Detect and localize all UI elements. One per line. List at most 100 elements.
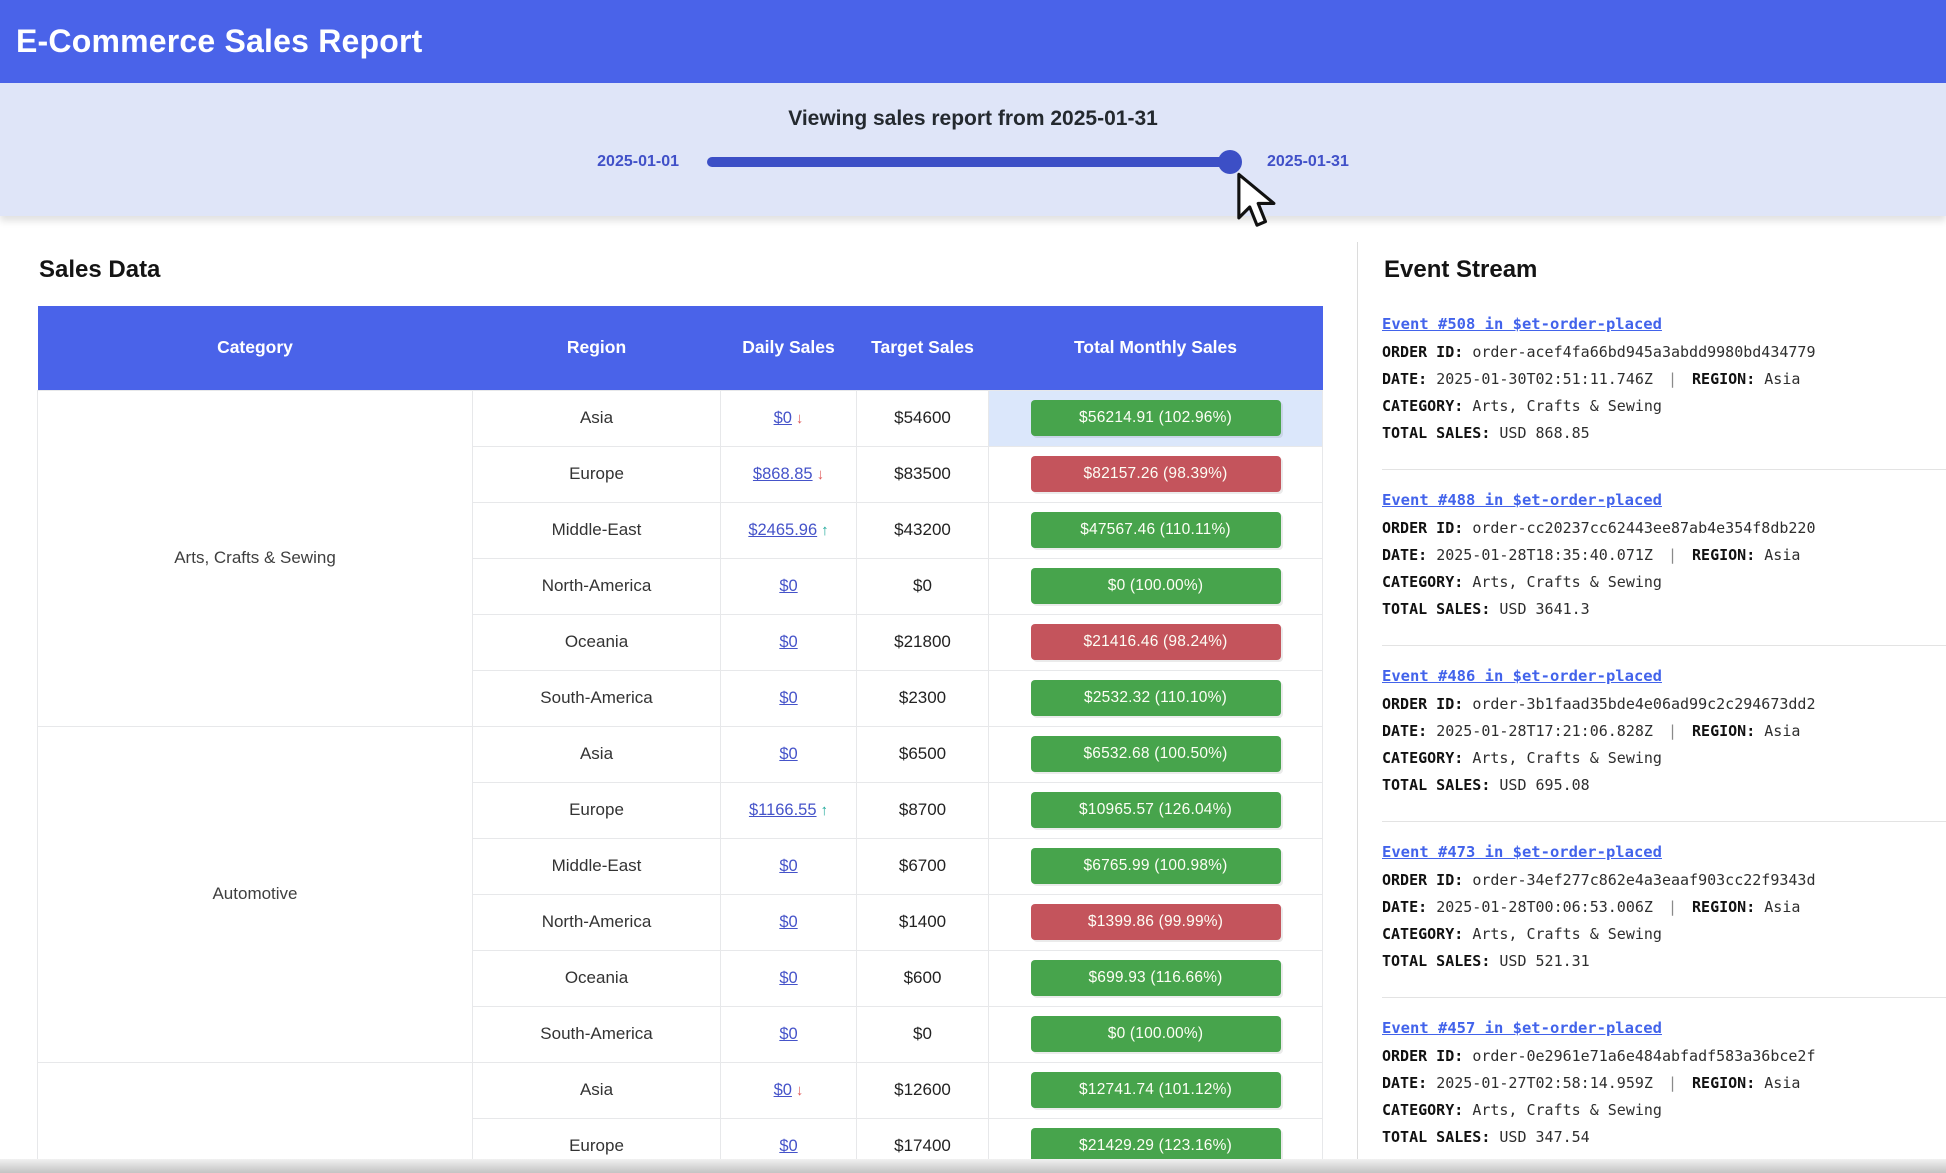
category-value: Arts, Crafts & Sewing: [1472, 1101, 1662, 1119]
table-row: Oceania $0 $600 $699.93 (116.66%): [38, 949, 1323, 1007]
total-monthly-sales-cell: $82157.26 (98.39%): [988, 445, 1323, 503]
daily-sales-cell: $1166.55 ↑: [720, 781, 857, 839]
monthly-sales-badge: $6532.68 (100.50%): [1030, 736, 1281, 772]
arrow-down-icon: ↓: [795, 410, 804, 427]
table-row: Automotive Asia $0 $6500 $6532.68 (100.50%): [37, 725, 1323, 1063]
total-sales-label: TOTAL SALES:: [1382, 1128, 1491, 1146]
daily-sales-link[interactable]: $0: [779, 1025, 798, 1043]
daily-sales-cell: $0: [720, 725, 857, 783]
event-line: TOTAL SALES: USD 868.85: [1382, 420, 1946, 447]
event-line: TOTAL SALES: USD 521.31: [1382, 948, 1946, 975]
event-title-link[interactable]: Event #457 in $et-order-placed: [1382, 1019, 1662, 1037]
table-row: Middle-East $2465.96 ↑ $43200 $47567.46 (110…: [38, 501, 1323, 559]
table-header-row: Category Region Daily Sales Target Sales Tot…: [37, 306, 1323, 390]
total-monthly-sales-cell: $56214.91 (102.96%): [988, 389, 1323, 447]
category-label: CATEGORY:: [1382, 1101, 1464, 1119]
daily-sales-link[interactable]: $0: [773, 1081, 792, 1099]
event-line: ORDER ID: order-34ef277c862e4a3eaaf903cc…: [1382, 867, 1946, 894]
monthly-sales-badge: $2532.32 (110.10%): [1030, 680, 1281, 716]
table-row: Arts, Crafts & Sewing Asia $0 ↓ $54600 $56214…: [37, 389, 1323, 727]
window-bottom-edge: [0, 1159, 1946, 1173]
total-sales-value: USD 3641.3: [1499, 600, 1590, 618]
event-title-link[interactable]: Event #473 in $et-order-placed: [1382, 843, 1662, 861]
monthly-sales-badge: $21429.29 (123.16%): [1030, 1128, 1281, 1164]
app-header: E-Commerce Sales Report: [0, 0, 1946, 83]
monthly-sales-badge: $47567.46 (110.11%): [1030, 512, 1281, 548]
category-cell: Automotive: [37, 725, 473, 1063]
region-label: REGION:: [1692, 898, 1756, 916]
region-cell: Asia: [472, 389, 721, 447]
target-sales-cell: $54600: [856, 389, 989, 447]
date-label: DATE:: [1382, 546, 1428, 564]
table-row: Asia $0 ↓ $12600 $12741.74 (101.12%): [37, 1061, 1323, 1173]
target-sales-cell: $1400: [856, 893, 989, 951]
category-label: CATEGORY:: [1382, 573, 1464, 591]
total-monthly-sales-cell: $47567.46 (110.11%): [988, 501, 1323, 559]
daily-sales-link[interactable]: $0: [779, 857, 798, 875]
daily-sales-link[interactable]: $0: [773, 409, 792, 427]
slider-max-label: 2025-01-31: [1267, 153, 1349, 170]
order-id-value: order-acef4fa66bd945a3abdd9980bd434779: [1472, 343, 1816, 361]
total-sales-label: TOTAL SALES:: [1382, 424, 1491, 442]
column-header-total-monthly-sales: Total Monthly Sales: [988, 306, 1323, 390]
order-id-label: ORDER ID:: [1382, 695, 1464, 713]
target-sales-cell: $0: [856, 1005, 989, 1063]
category-cell: Arts, Crafts & Sewing: [37, 389, 473, 727]
monthly-sales-badge: $21416.46 (98.24%): [1030, 624, 1281, 660]
daily-sales-link[interactable]: $2465.96: [748, 521, 818, 539]
slider-row: 2025-01-01 2025-01-31: [0, 150, 1946, 174]
daily-sales-link[interactable]: $0: [779, 745, 798, 763]
daily-sales-link[interactable]: $0: [779, 913, 798, 931]
total-sales-label: TOTAL SALES:: [1382, 952, 1491, 970]
event-item: Event #486 in $et-order-placed ORDER ID: …: [1382, 652, 1946, 815]
daily-sales-cell: $0: [720, 949, 857, 1007]
date-slider-section: Viewing sales report from 2025-01-31 202…: [0, 83, 1946, 216]
event-list: Event #508 in $et-order-placed ORDER ID: …: [1382, 300, 1946, 1167]
event-title-link[interactable]: Event #508 in $et-order-placed: [1382, 315, 1662, 333]
slider-thumb[interactable]: [1218, 150, 1242, 174]
daily-sales-link[interactable]: $0: [779, 689, 798, 707]
daily-sales-cell: $0: [720, 669, 857, 727]
column-header-category: Category: [37, 306, 473, 390]
daily-sales-link[interactable]: $1166.55: [748, 801, 817, 819]
target-sales-cell: $8700: [856, 781, 989, 839]
event-title-link[interactable]: Event #488 in $et-order-placed: [1382, 491, 1662, 509]
daily-sales-link[interactable]: $0: [779, 577, 798, 595]
region-label: REGION:: [1692, 1074, 1756, 1092]
region-cell: Europe: [472, 445, 721, 503]
region-cell: Europe: [472, 781, 721, 839]
total-monthly-sales-cell: $6532.68 (100.50%): [988, 725, 1323, 783]
date-range-slider[interactable]: [707, 150, 1242, 174]
event-line: DATE: 2025-01-28T00:06:53.006Z | REGION:…: [1382, 894, 1946, 921]
separator: |: [1667, 722, 1677, 740]
target-sales-cell: $21800: [856, 613, 989, 671]
daily-sales-link[interactable]: $868.85: [752, 465, 813, 483]
monthly-sales-badge: $0 (100.00%): [1030, 1016, 1281, 1052]
event-line: DATE: 2025-01-27T02:58:14.959Z | REGION:…: [1382, 1070, 1946, 1097]
order-id-label: ORDER ID:: [1382, 1047, 1464, 1065]
category-value: Arts, Crafts & Sewing: [1472, 573, 1662, 591]
target-sales-cell: $6700: [856, 837, 989, 895]
event-stream-panel: Event Stream Event #508 in $et-order-pla…: [1357, 242, 1946, 1167]
region-cell: South-America: [472, 669, 721, 727]
daily-sales-link[interactable]: $0: [779, 1137, 798, 1155]
daily-sales-link[interactable]: $0: [779, 633, 798, 651]
date-value: 2025-01-27T02:58:14.959Z: [1436, 1074, 1653, 1092]
event-title-link[interactable]: Event #486 in $et-order-placed: [1382, 667, 1662, 685]
event-divider: [1382, 821, 1946, 822]
monthly-sales-badge: $0 (100.00%): [1030, 568, 1281, 604]
region-cell: South-America: [472, 1005, 721, 1063]
daily-sales-link[interactable]: $0: [779, 969, 798, 987]
region-cell: Asia: [472, 725, 721, 783]
total-monthly-sales-cell: $6765.99 (100.98%): [988, 837, 1323, 895]
table-row: North-America $0 $1400 $1399.86 (99.99%): [38, 893, 1323, 951]
total-sales-label: TOTAL SALES:: [1382, 600, 1491, 618]
region-value: Asia: [1764, 1074, 1801, 1092]
event-item: Event #488 in $et-order-placed ORDER ID: …: [1382, 476, 1946, 639]
column-header-daily-sales: Daily Sales: [720, 306, 857, 390]
order-id-value: order-34ef277c862e4a3eaaf903cc22f9343d: [1472, 871, 1816, 889]
sales-data-heading: Sales Data: [39, 256, 161, 283]
total-sales-value: USD 521.31: [1499, 952, 1590, 970]
table-row: South-America $0 $2300 $2532.32 (110.10%): [38, 669, 1323, 727]
